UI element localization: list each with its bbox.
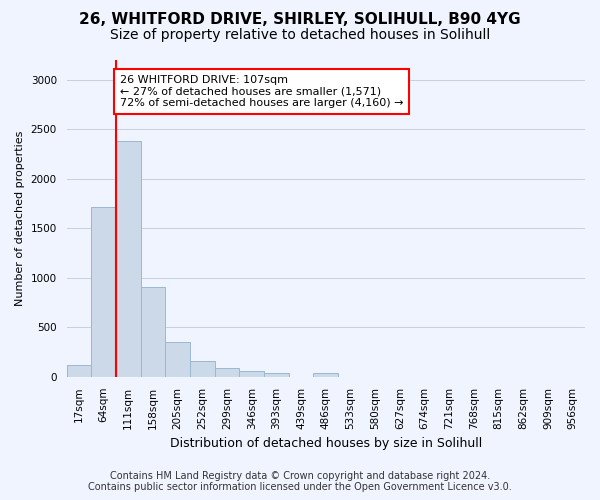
Bar [140, 286, 165, 377]
Bar [215, 368, 239, 377]
Bar [67, 365, 91, 377]
Bar [239, 372, 264, 377]
X-axis label: Distribution of detached houses by size in Solihull: Distribution of detached houses by size … [170, 437, 482, 450]
Bar [91, 206, 116, 377]
Text: 26 WHITFORD DRIVE: 107sqm
← 27% of detached houses are smaller (1,571)
72% of se: 26 WHITFORD DRIVE: 107sqm ← 27% of detac… [119, 75, 403, 108]
Bar [165, 342, 190, 377]
Bar [190, 362, 215, 377]
Bar [264, 374, 289, 377]
Text: 26, WHITFORD DRIVE, SHIRLEY, SOLIHULL, B90 4YG: 26, WHITFORD DRIVE, SHIRLEY, SOLIHULL, B… [79, 12, 521, 28]
Bar [313, 374, 338, 377]
Y-axis label: Number of detached properties: Number of detached properties [15, 130, 25, 306]
Bar [116, 141, 140, 377]
Text: Size of property relative to detached houses in Solihull: Size of property relative to detached ho… [110, 28, 490, 42]
Text: Contains HM Land Registry data © Crown copyright and database right 2024.
Contai: Contains HM Land Registry data © Crown c… [88, 471, 512, 492]
